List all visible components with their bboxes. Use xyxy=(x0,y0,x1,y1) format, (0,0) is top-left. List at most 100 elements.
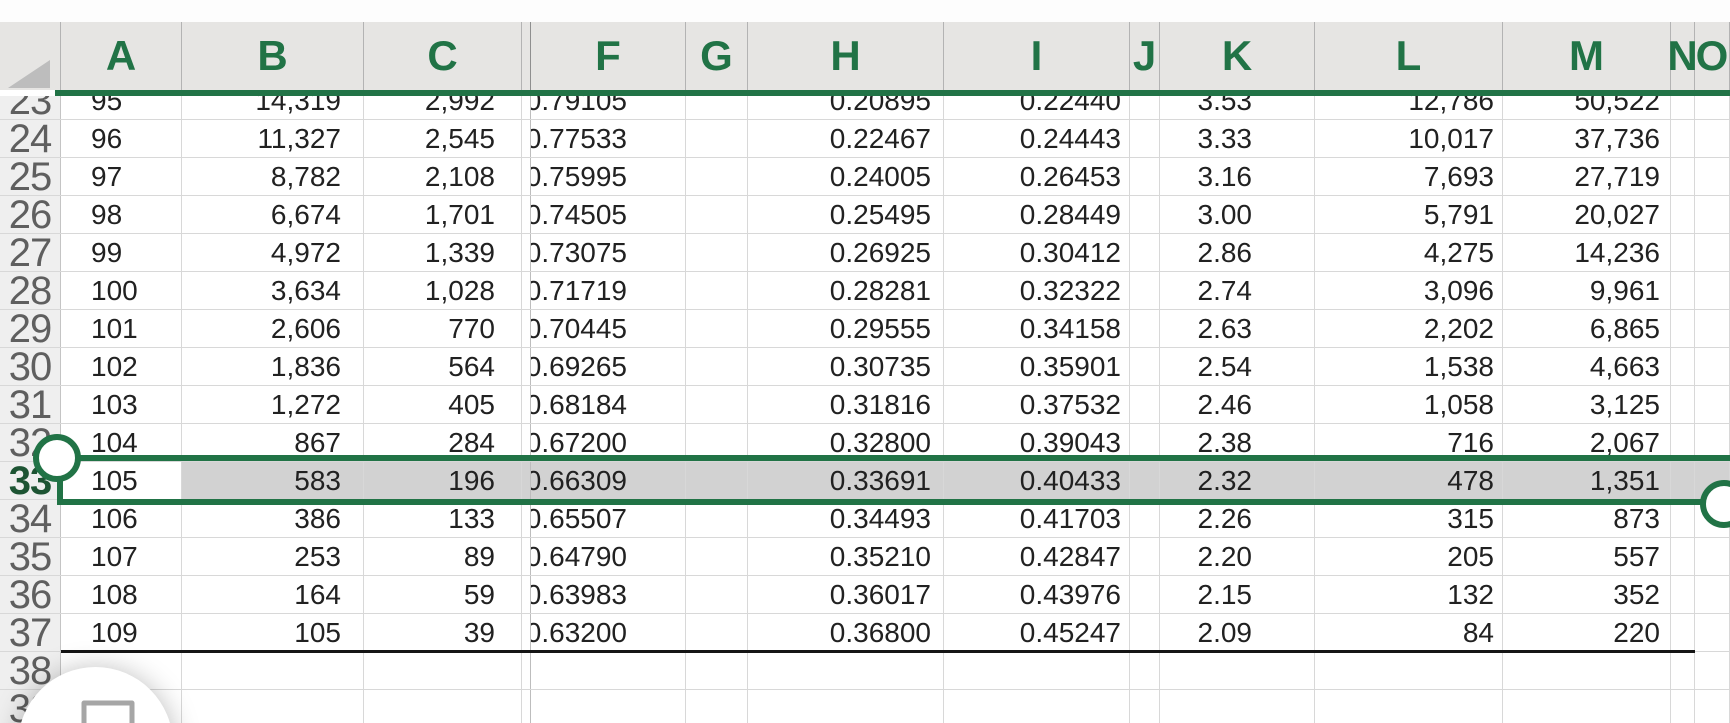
cell-I37[interactable]: 0.45247 xyxy=(944,614,1130,651)
cell-N27[interactable] xyxy=(1671,234,1695,271)
cell-A34[interactable]: 106 xyxy=(61,500,182,537)
cell-K35[interactable]: 2.20 xyxy=(1160,538,1315,575)
row-header-27[interactable]: 27 xyxy=(0,234,61,271)
column-header-f[interactable]: F xyxy=(531,22,686,90)
column-header-a[interactable]: A xyxy=(61,22,182,90)
cell-M36[interactable]: 352 xyxy=(1503,576,1671,613)
cell-O23[interactable] xyxy=(1695,96,1730,119)
cell-M39[interactable] xyxy=(1503,690,1671,723)
cell-K26[interactable]: 3.00 xyxy=(1160,196,1315,233)
cell-I35[interactable]: 0.42847 xyxy=(944,538,1130,575)
cell-H33[interactable]: 0.33691 xyxy=(748,462,944,499)
cell-F35[interactable]: 0.64790 xyxy=(531,538,686,575)
cell-J31[interactable] xyxy=(1130,386,1160,423)
column-header-i[interactable]: I xyxy=(944,22,1130,90)
cell-G25[interactable] xyxy=(686,158,748,195)
cell-G28[interactable] xyxy=(686,272,748,309)
cell-M24[interactable]: 37,736 xyxy=(1503,120,1671,157)
cell-F39[interactable] xyxy=(531,690,686,723)
cell-C34[interactable]: 133 xyxy=(364,500,522,537)
cell-B30[interactable]: 1,836 xyxy=(182,348,364,385)
cell-M26[interactable]: 20,027 xyxy=(1503,196,1671,233)
cell-G31[interactable] xyxy=(686,386,748,423)
row-header-24[interactable]: 24 xyxy=(0,120,61,157)
cell-K24[interactable]: 3.33 xyxy=(1160,120,1315,157)
cell-L39[interactable] xyxy=(1315,690,1503,723)
cell-F32[interactable]: 0.67200 xyxy=(531,424,686,461)
cell-M29[interactable]: 6,865 xyxy=(1503,310,1671,347)
cell-N38[interactable] xyxy=(1671,652,1695,689)
cell-G29[interactable] xyxy=(686,310,748,347)
cell-I23[interactable]: 0.22440 xyxy=(944,96,1130,119)
cell-K25[interactable]: 3.16 xyxy=(1160,158,1315,195)
cell-I24[interactable]: 0.24443 xyxy=(944,120,1130,157)
row-header-29[interactable]: 29 xyxy=(0,310,61,347)
selection-handle-top-left[interactable] xyxy=(33,434,81,482)
cell-F34[interactable]: 0.65507 xyxy=(531,500,686,537)
cell-G38[interactable] xyxy=(686,652,748,689)
cell-I30[interactable]: 0.35901 xyxy=(944,348,1130,385)
cell-N23[interactable] xyxy=(1671,96,1695,119)
cell-I31[interactable]: 0.37532 xyxy=(944,386,1130,423)
cell-K29[interactable]: 2.63 xyxy=(1160,310,1315,347)
cell-C23[interactable]: 2,992 xyxy=(364,96,522,119)
cell-M27[interactable]: 14,236 xyxy=(1503,234,1671,271)
cell-B33[interactable]: 583 xyxy=(182,462,364,499)
cell-I26[interactable]: 0.28449 xyxy=(944,196,1130,233)
cell-N24[interactable] xyxy=(1671,120,1695,157)
cell-K38[interactable] xyxy=(1160,652,1315,689)
cell-C27[interactable]: 1,339 xyxy=(364,234,522,271)
cell-K39[interactable] xyxy=(1160,690,1315,723)
cell-B31[interactable]: 1,272 xyxy=(182,386,364,423)
row-header-31[interactable]: 31 xyxy=(0,386,61,423)
cell-F29[interactable]: 0.70445 xyxy=(531,310,686,347)
cell-B25[interactable]: 8,782 xyxy=(182,158,364,195)
cell-O29[interactable] xyxy=(1695,310,1730,347)
cell-K36[interactable]: 2.15 xyxy=(1160,576,1315,613)
cell-L32[interactable]: 716 xyxy=(1315,424,1503,461)
column-header-j[interactable]: J xyxy=(1130,22,1160,90)
cell-K27[interactable]: 2.86 xyxy=(1160,234,1315,271)
column-header-n[interactable]: N xyxy=(1667,22,1698,90)
cell-C31[interactable]: 405 xyxy=(364,386,522,423)
cell-J32[interactable] xyxy=(1130,424,1160,461)
cell-A33[interactable]: 105 xyxy=(61,462,182,499)
column-header-k[interactable]: K xyxy=(1160,22,1315,90)
cell-G36[interactable] xyxy=(686,576,748,613)
column-header-b[interactable]: B xyxy=(182,22,364,90)
cell-L35[interactable]: 205 xyxy=(1315,538,1503,575)
cell-N33[interactable] xyxy=(1671,462,1695,499)
cell-H39[interactable] xyxy=(748,690,944,723)
cell-N25[interactable] xyxy=(1671,158,1695,195)
cell-M33[interactable]: 1,351 xyxy=(1503,462,1671,499)
cell-F31[interactable]: 0.68184 xyxy=(531,386,686,423)
column-header-h[interactable]: H xyxy=(748,22,944,90)
cell-F38[interactable] xyxy=(531,652,686,689)
cell-N29[interactable] xyxy=(1671,310,1695,347)
cell-H32[interactable]: 0.32800 xyxy=(748,424,944,461)
cell-G35[interactable] xyxy=(686,538,748,575)
cell-O37[interactable] xyxy=(1695,614,1730,651)
cell-C32[interactable]: 284 xyxy=(364,424,522,461)
cell-G26[interactable] xyxy=(686,196,748,233)
cell-J23[interactable] xyxy=(1130,96,1160,119)
column-header-o[interactable]: O xyxy=(1695,22,1730,90)
cell-A32[interactable]: 104 xyxy=(61,424,182,461)
cell-B32[interactable]: 867 xyxy=(182,424,364,461)
cell-C29[interactable]: 770 xyxy=(364,310,522,347)
cell-J35[interactable] xyxy=(1130,538,1160,575)
cell-G37[interactable] xyxy=(686,614,748,651)
cell-A25[interactable]: 97 xyxy=(61,158,182,195)
cell-N30[interactable] xyxy=(1671,348,1695,385)
cell-O25[interactable] xyxy=(1695,158,1730,195)
row-header-26[interactable]: 26 xyxy=(0,196,61,233)
cell-A35[interactable]: 107 xyxy=(61,538,182,575)
cell-L33[interactable]: 478 xyxy=(1315,462,1503,499)
cell-K23[interactable]: 3.53 xyxy=(1160,96,1315,119)
cell-H30[interactable]: 0.30735 xyxy=(748,348,944,385)
cell-F27[interactable]: 0.73075 xyxy=(531,234,686,271)
column-header-m[interactable]: M xyxy=(1503,22,1671,90)
cell-O35[interactable] xyxy=(1695,538,1730,575)
cell-N28[interactable] xyxy=(1671,272,1695,309)
cell-F30[interactable]: 0.69265 xyxy=(531,348,686,385)
